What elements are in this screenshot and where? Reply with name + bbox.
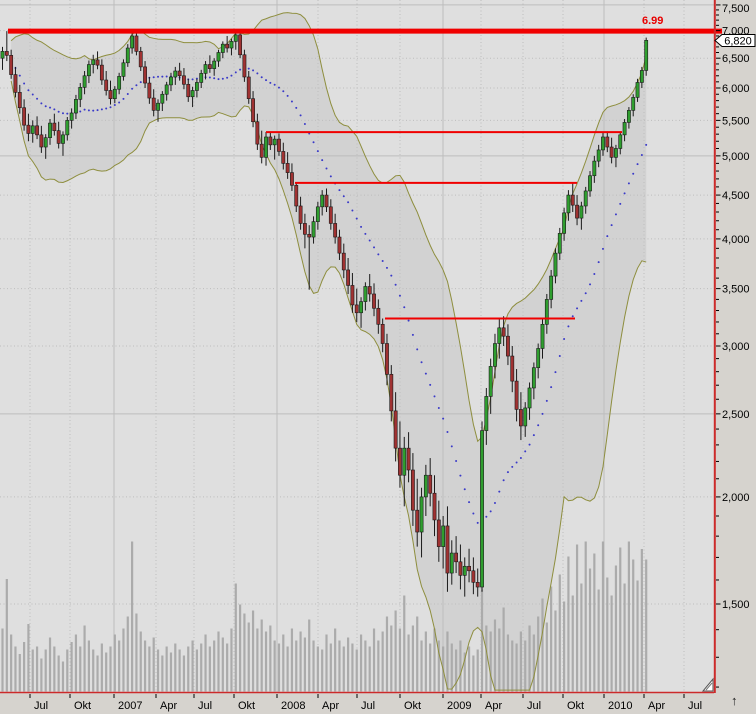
y-axis-label: 2,000 (722, 492, 750, 504)
scroll-up-arrow-icon[interactable]: ↑ (731, 693, 738, 708)
x-axis-label: Okt (74, 700, 91, 712)
y-axis-label: 6,500 (722, 53, 750, 65)
y-axis-label: 5,500 (722, 115, 750, 127)
x-axis-label: Jul (527, 700, 541, 712)
x-axis-label: Jul (198, 700, 212, 712)
x-axis-label: Apr (648, 700, 665, 712)
bollinger-band (11, 12, 647, 691)
x-axis-label: Okt (238, 700, 255, 712)
price-marker-pointer (714, 34, 756, 47)
y-axis-label: 2,500 (722, 409, 750, 421)
x-axis-label: Jul (688, 700, 702, 712)
y-axis-label: 7,500 (722, 3, 750, 15)
x-axis-label: Okt (404, 700, 421, 712)
x-axis-label: Jul (361, 700, 375, 712)
x-axis-label: Okt (567, 700, 584, 712)
x-axis-label: 2009 (447, 700, 471, 712)
resistance-label: 6.99 (642, 15, 664, 27)
x-axis-label: 2007 (118, 700, 142, 712)
x-axis-pane[interactable] (0, 693, 714, 714)
y-axis-label: 4,500 (722, 190, 750, 202)
x-axis-label: 2010 (608, 700, 632, 712)
x-axis-label: Apr (160, 700, 177, 712)
y-axis-label: 3,500 (722, 284, 750, 296)
bollinger-lower-line (10, 80, 647, 691)
moving-average-dotted-line (10, 59, 648, 524)
volume-series (1, 541, 648, 692)
y-axis-label: 5,000 (722, 151, 750, 163)
x-axis-label: Jul (34, 700, 48, 712)
x-axis-label: Apr (322, 700, 339, 712)
price-marker-value: 6,820 (724, 36, 752, 48)
y-axis: 7,5007,0006,5006,0005,5005,0004,5004,000… (716, 3, 750, 688)
y-axis-label: 6,000 (722, 83, 750, 95)
y-axis-label: 4,000 (722, 234, 750, 246)
resistance-lines[interactable] (8, 28, 722, 320)
y-axis-label: 3,000 (722, 341, 750, 353)
y-axis-label: 1,500 (722, 599, 750, 611)
bollinger-upper-line (10, 12, 647, 443)
x-axis-label: 2008 (281, 700, 305, 712)
price-marker: 6,820 (714, 34, 756, 48)
candlestick-series (0, 31, 649, 597)
x-axis-label: Apr (485, 700, 502, 712)
x-axis: Jul Okt 2007 Apr Jul Okt 2008 Apr Jul Okt 2009 Apr J… (29, 694, 702, 712)
resize-handle-icon[interactable] (701, 677, 714, 692)
y-axis-pane[interactable] (714, 0, 756, 714)
